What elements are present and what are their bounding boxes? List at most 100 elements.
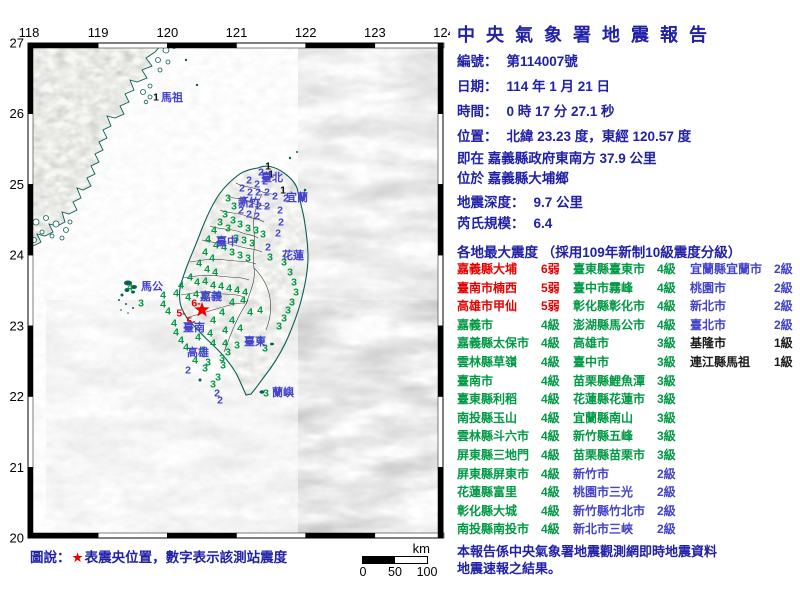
- intensity-marker: 4: [205, 234, 211, 246]
- field-label: 地震深度：: [457, 195, 525, 210]
- scale-tick-labels: 0 50 100: [360, 565, 438, 579]
- intensity-row: 新竹縣五峰 3級: [573, 427, 685, 446]
- intensity-level: 4級: [541, 373, 560, 388]
- field-value: 114 年 1 月 21 日: [506, 79, 611, 94]
- intensity-marker: 2: [258, 167, 264, 179]
- intensity-marker: 2: [246, 209, 252, 221]
- intensity-marker: 4: [202, 276, 208, 288]
- epicenter-star-glyph: ★: [71, 550, 84, 565]
- station-name: 新北市三峽: [573, 522, 634, 537]
- frame-degree-band: [374, 532, 445, 539]
- intensity-marker: 3: [205, 357, 211, 369]
- report-field-row: 即在 嘉義縣政府東南方 37.9 公里: [457, 147, 657, 167]
- intensity-row: 彰化縣大城 4級: [457, 502, 573, 521]
- frame-degree-band: [374, 42, 445, 49]
- intensity-marker: 2: [217, 395, 223, 407]
- intensity-marker: 4: [173, 288, 179, 300]
- intensity-marker: 4: [210, 338, 216, 350]
- x-axis-tick-label: 118: [19, 25, 40, 40]
- intensity-level: 4級: [657, 262, 676, 276]
- intensity-marker: 4: [187, 272, 193, 284]
- station-name: 花蓮縣富里: [457, 485, 518, 500]
- frame-degree-band: [305, 532, 376, 539]
- intensity-marker: 3: [222, 209, 228, 221]
- intensity-marker: 4: [234, 285, 240, 297]
- intensity-marker: 3: [233, 233, 239, 245]
- footer-note: 本報告係中央氣象署地震觀測網即時地震資料地震速報之結果。: [457, 544, 718, 576]
- intensity-level: 2級: [657, 522, 676, 537]
- map-place-label: 宜蘭: [286, 190, 308, 204]
- intensity-marker: 2: [256, 201, 262, 213]
- intensity-marker: 2: [277, 205, 283, 217]
- intensity-row: 臺中市霧峰 4級: [573, 279, 685, 298]
- intensity-row: 臺北市 2級: [690, 316, 798, 335]
- x-axis-tick-label: 124: [433, 25, 450, 40]
- intensity-row: 嘉義縣大埔 6弱: [457, 260, 573, 279]
- frame-degree-band: [27, 325, 34, 397]
- station-name: 高雄市甲仙: [457, 299, 518, 314]
- axis-tick-labels: 1181191201211221231242726252423222120: [10, 25, 450, 545]
- intensity-marker: 1: [280, 185, 286, 197]
- intensity-marker: 2: [264, 187, 270, 199]
- intensity-marker: 3: [219, 353, 225, 365]
- intensity-marker: 4: [216, 290, 222, 302]
- intensity-marker: 4: [210, 315, 216, 327]
- intensity-marker: 4: [242, 287, 248, 299]
- intensity-level: 2級: [657, 466, 676, 481]
- intensity-row: 新竹縣竹北市 2級: [573, 502, 685, 521]
- epicenter-star-icon: [194, 302, 210, 317]
- intensity-level: 2級: [774, 280, 793, 295]
- map-place-label: 花蓮: [282, 248, 304, 262]
- intensity-level: 4級: [541, 336, 560, 351]
- report-field-row: 位置： 北緯 23.23 度，東經 120.57 度: [457, 125, 691, 145]
- station-name: 雲林縣草嶺: [457, 354, 518, 369]
- intensity-row: 雲林縣草嶺 4級: [457, 353, 573, 372]
- intensity-marker: 2: [278, 217, 284, 229]
- intensity-marker: 4: [160, 299, 166, 311]
- station-name: 臺中市霧峰: [573, 280, 634, 295]
- map-place-label: 嘉義: [199, 289, 222, 303]
- x-axis-tick-label: 120: [156, 25, 178, 40]
- intensity-row: 宜蘭縣宜蘭市 2級: [690, 260, 798, 279]
- intensity-marker: 4: [192, 355, 198, 367]
- scale-tick-50: 50: [388, 565, 402, 579]
- intensity-marker: 4: [212, 267, 218, 279]
- scale-bar-graphic: [362, 556, 428, 564]
- intensity-marker: 3: [263, 388, 269, 400]
- intensity-marker: 4: [127, 282, 133, 294]
- intensity-marker: 4: [211, 225, 217, 237]
- station-name: 屏東縣屏東市: [457, 466, 530, 481]
- intensity-marker: 4: [222, 338, 228, 350]
- intensity-marker: 4: [213, 240, 219, 252]
- x-axis-tick-label: 122: [295, 25, 317, 40]
- intensity-level: 3級: [657, 392, 676, 407]
- intensity-level: 3級: [657, 429, 676, 444]
- intensity-level: 4級: [541, 429, 560, 444]
- y-axis-tick-label: 24: [10, 248, 24, 263]
- frame-degree-band: [437, 396, 444, 468]
- field-label: 編號：: [457, 54, 498, 69]
- intensity-marker: 2: [255, 187, 261, 199]
- field-label: 時間：: [457, 104, 498, 119]
- intensity-level: 1級: [774, 354, 793, 369]
- intensity-level: 4級: [657, 280, 676, 295]
- intensity-level: 4級: [541, 410, 560, 425]
- scale-tick-100: 100: [416, 565, 438, 579]
- outlying-islands: [118, 151, 307, 394]
- intensity-table: 嘉義縣大埔 6弱 臺南市楠西 5弱 高雄市甲仙 5弱 嘉義市 4級 嘉義縣太保市 4級 雲林縣草嶺 4…: [455, 260, 800, 543]
- station-name: 基隆市: [690, 336, 727, 351]
- intensity-marker: 2: [239, 183, 245, 195]
- intensity-marker: 3: [225, 223, 231, 235]
- intensity-level: 4級: [541, 317, 560, 332]
- report-field-row: 日期： 114 年 1 月 21 日: [457, 75, 610, 95]
- scale-segment-black: [363, 557, 395, 563]
- intensity-marker: 4: [193, 289, 199, 301]
- intensity-marker: 3: [260, 229, 266, 241]
- station-name: 新竹市: [573, 466, 610, 481]
- intensity-level: 4級: [657, 317, 676, 332]
- intensity-marker: 3: [287, 267, 293, 279]
- intensity-marker: 4: [173, 327, 179, 339]
- legend-prefix: 圖說：: [30, 550, 71, 565]
